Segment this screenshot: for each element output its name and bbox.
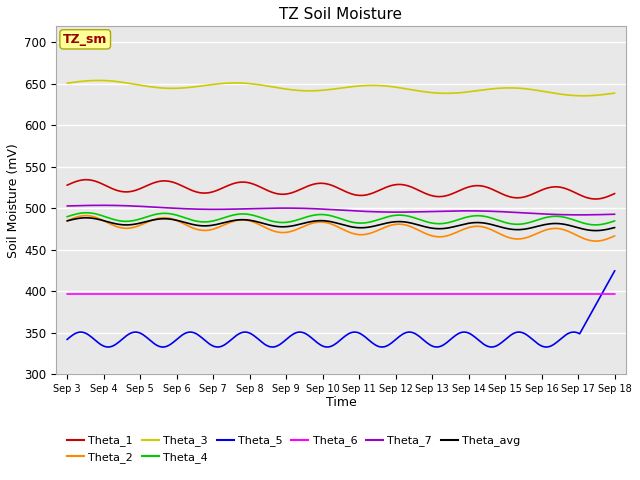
Theta_5 — [63, 336, 71, 342]
Theta_3 — [63, 80, 71, 86]
Theta_1 — [63, 182, 71, 188]
Theta_5 — [228, 336, 236, 342]
Theta_1 — [255, 184, 263, 190]
Theta_7 — [304, 205, 312, 211]
Theta_6 — [131, 291, 138, 297]
Theta_avg — [304, 219, 312, 225]
Theta_7 — [246, 206, 254, 212]
Theta_3 — [584, 93, 591, 99]
Theta_7 — [228, 206, 236, 212]
Theta_7 — [63, 203, 71, 209]
Theta_3 — [611, 90, 619, 96]
Theta_4 — [83, 210, 91, 216]
Theta_6 — [580, 291, 588, 297]
Theta_3 — [579, 93, 587, 99]
Theta_5 — [104, 344, 112, 350]
Legend: Theta_1, Theta_2, Theta_3, Theta_4, Theta_5, Theta_6, Theta_7, Theta_avg: Theta_1, Theta_2, Theta_3, Theta_4, Thet… — [67, 435, 520, 463]
Theta_5 — [246, 330, 254, 336]
Theta_4 — [591, 222, 599, 228]
X-axis label: Time: Time — [326, 396, 356, 408]
Theta_1 — [132, 187, 140, 193]
Theta_3 — [246, 81, 254, 86]
Theta_2 — [582, 236, 589, 242]
Theta_5 — [304, 332, 312, 338]
Theta_2 — [228, 219, 236, 225]
Y-axis label: Soil Moisture (mV): Soil Moisture (mV) — [7, 143, 20, 257]
Text: TZ_sm: TZ_sm — [63, 33, 108, 46]
Line: Theta_2: Theta_2 — [67, 216, 615, 241]
Line: Theta_3: Theta_3 — [67, 81, 615, 96]
Theta_1 — [246, 180, 254, 186]
Theta_3 — [255, 82, 263, 88]
Theta_2 — [132, 224, 140, 230]
Theta_2 — [246, 218, 254, 224]
Theta_3 — [132, 82, 140, 87]
Theta_5 — [611, 268, 619, 274]
Line: Theta_4: Theta_4 — [67, 213, 615, 225]
Theta_5 — [255, 337, 263, 343]
Theta_4 — [63, 214, 71, 220]
Theta_3 — [304, 88, 312, 94]
Theta_7 — [611, 211, 619, 217]
Theta_2 — [81, 213, 89, 218]
Theta_1 — [304, 183, 312, 189]
Theta_1 — [228, 181, 236, 187]
Theta_1 — [582, 194, 589, 200]
Theta_4 — [582, 221, 589, 227]
Theta_1 — [83, 177, 91, 182]
Theta_avg — [582, 227, 589, 232]
Theta_4 — [611, 218, 619, 224]
Theta_avg — [81, 215, 89, 221]
Theta_3 — [95, 78, 103, 84]
Theta_4 — [304, 214, 312, 219]
Theta_2 — [611, 233, 619, 239]
Theta_5 — [582, 320, 589, 326]
Theta_7 — [99, 203, 106, 208]
Theta_avg — [246, 217, 254, 223]
Theta_6 — [254, 291, 262, 297]
Line: Theta_7: Theta_7 — [67, 205, 615, 215]
Theta_6 — [611, 291, 619, 297]
Theta_avg — [63, 218, 71, 224]
Theta_6 — [244, 291, 252, 297]
Theta_avg — [593, 228, 600, 233]
Theta_4 — [255, 214, 263, 220]
Line: Theta_1: Theta_1 — [67, 180, 615, 199]
Theta_7 — [576, 212, 584, 218]
Theta_4 — [246, 212, 254, 217]
Title: TZ Soil Moisture: TZ Soil Moisture — [280, 7, 403, 22]
Theta_2 — [255, 222, 263, 228]
Theta_4 — [132, 217, 140, 223]
Theta_6 — [303, 291, 310, 297]
Theta_7 — [132, 203, 140, 209]
Theta_1 — [591, 196, 599, 202]
Theta_4 — [228, 213, 236, 218]
Theta_5 — [132, 329, 140, 335]
Line: Theta_5: Theta_5 — [67, 271, 615, 347]
Theta_2 — [63, 218, 71, 224]
Theta_7 — [584, 212, 591, 218]
Theta_7 — [255, 205, 263, 211]
Theta_avg — [611, 225, 619, 230]
Theta_6 — [63, 291, 71, 297]
Theta_2 — [304, 222, 312, 228]
Theta_avg — [228, 218, 236, 224]
Theta_6 — [227, 291, 234, 297]
Theta_avg — [132, 221, 140, 227]
Theta_3 — [228, 80, 236, 86]
Theta_avg — [255, 219, 263, 225]
Theta_1 — [611, 191, 619, 196]
Line: Theta_avg: Theta_avg — [67, 218, 615, 230]
Theta_2 — [593, 238, 600, 244]
